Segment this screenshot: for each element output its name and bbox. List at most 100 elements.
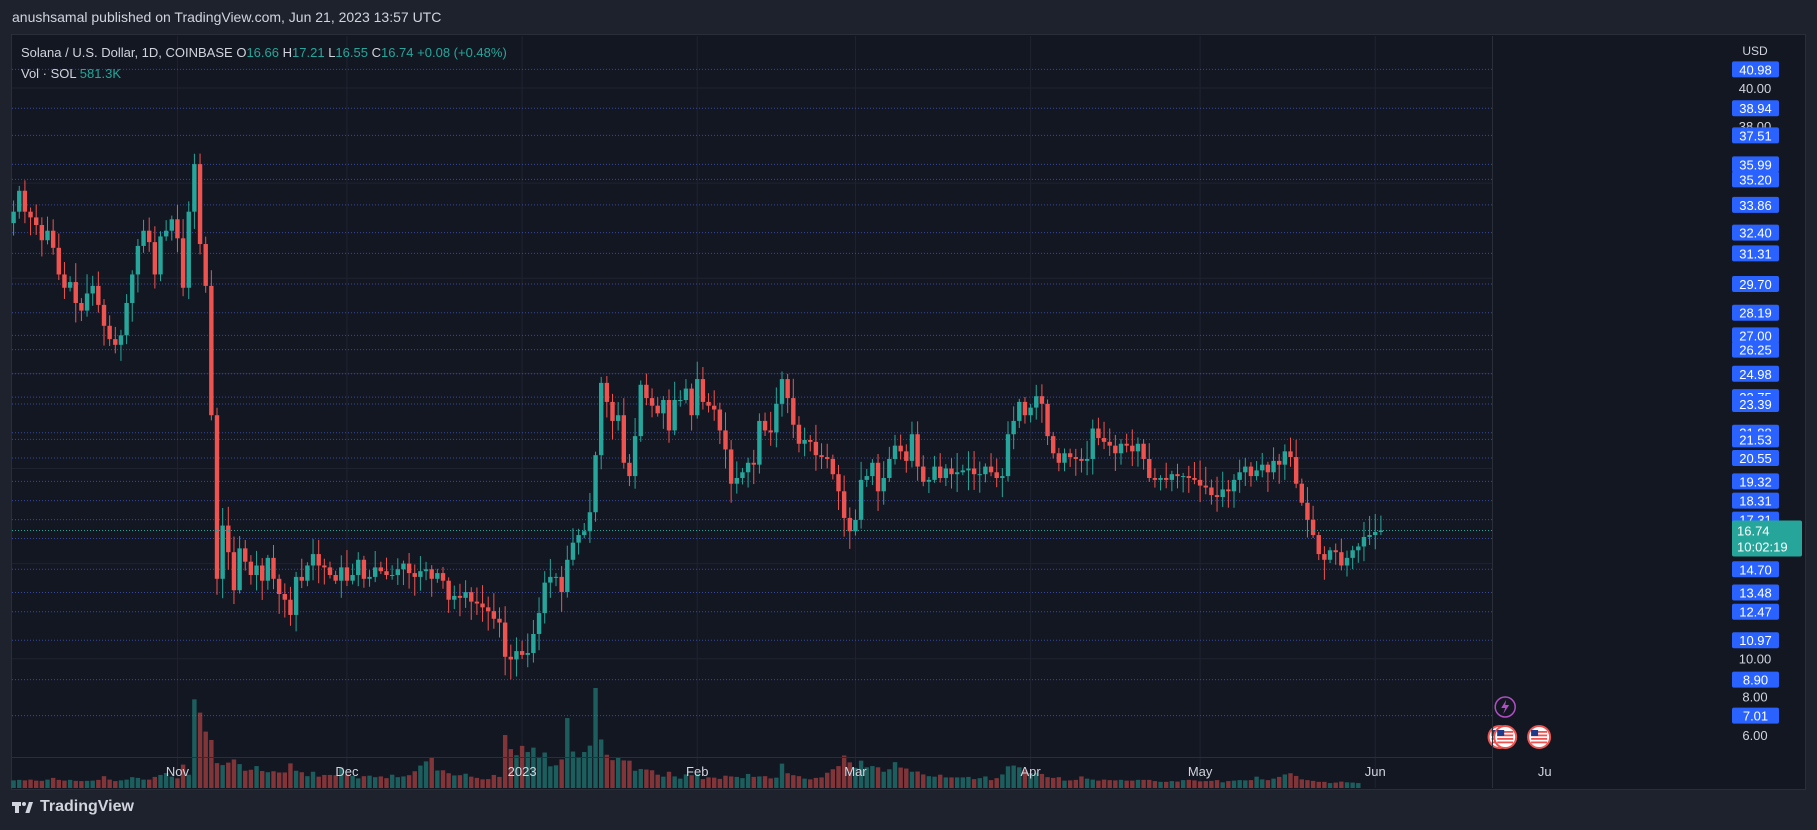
time-axis-label: 2023 (508, 764, 537, 779)
time-axis-label: Feb (686, 764, 708, 779)
volume-bar (1051, 777, 1056, 788)
candle-body (864, 476, 869, 480)
candle-body (254, 565, 259, 575)
volume-bar (559, 759, 564, 788)
candle-body (519, 651, 525, 655)
volume-bar (519, 745, 525, 788)
price-tag (1732, 395, 1779, 412)
candle-body (1288, 451, 1293, 458)
price-tag (1732, 275, 1779, 292)
candle-body (712, 405, 717, 410)
candle-body (796, 424, 802, 444)
volume-bar (101, 776, 107, 788)
price-tag-label: 10.97 (1739, 633, 1772, 648)
volume-bar (1197, 781, 1203, 788)
volume-bar (536, 756, 542, 788)
candle-body (28, 211, 33, 218)
time-axis: Nov Dec 2023 Feb Mar Apr May Jun Ju (12, 757, 1552, 779)
chart-panel[interactable] (11, 34, 1806, 790)
volume-bar (175, 778, 180, 788)
volume-bar (1169, 781, 1175, 788)
volume-bar (220, 765, 225, 788)
volume-bar (237, 764, 242, 788)
volume-bar (1147, 779, 1152, 788)
volume-bar (367, 775, 372, 788)
volume-bar (260, 771, 265, 788)
volume-bar (491, 774, 497, 788)
candle-body (147, 230, 152, 243)
candle-body (1209, 487, 1214, 496)
volume-bar (1124, 780, 1129, 788)
candle-body (209, 285, 214, 416)
volume-bar (152, 776, 158, 788)
candle-body (1299, 483, 1304, 503)
candle-body (497, 618, 502, 623)
volume-bar (870, 766, 875, 788)
volume-bar (429, 757, 434, 788)
candle-body (389, 575, 395, 576)
volume-bar (666, 771, 672, 788)
volume-bar (1288, 773, 1293, 788)
flag-stripe (1497, 734, 1514, 737)
volume-bar (1260, 779, 1265, 788)
price-tag-label: 21.53 (1739, 432, 1772, 447)
volume-bar (700, 779, 706, 788)
candle-body (480, 603, 485, 608)
candle-body (192, 164, 197, 212)
candle-body (1158, 477, 1163, 480)
volume-bar (1039, 773, 1045, 788)
candle-body (621, 415, 626, 463)
volume-bar (734, 776, 739, 788)
volume-bar (785, 773, 790, 788)
candle-body (429, 569, 434, 579)
candle-body (881, 477, 886, 492)
flag-canton (1497, 730, 1505, 736)
price-tag-label: 14.70 (1739, 562, 1772, 577)
volume-bar (322, 774, 327, 788)
price-tag-label: 28.19 (1739, 306, 1772, 321)
candle-body (1271, 460, 1276, 473)
volume-bar (932, 776, 937, 788)
current-price-tag (1732, 520, 1802, 557)
volume-label[interactable]: Vol · SOL (21, 66, 77, 81)
candle-body (1113, 445, 1118, 454)
volume-bar (293, 770, 299, 788)
candle-body (841, 491, 847, 518)
time-axis-label: Dec (335, 764, 359, 779)
close-value: 16.74 (380, 45, 414, 60)
volume-bar (1017, 767, 1022, 788)
volume-bar (1243, 780, 1248, 788)
low-value: 16.55 (335, 45, 368, 60)
low-label: L (328, 45, 336, 60)
candle-body (1243, 466, 1248, 473)
candle-body (570, 542, 576, 560)
volume-bar (683, 774, 689, 788)
candle-body (988, 466, 994, 473)
volume-bar (209, 739, 214, 788)
volume-bar (892, 762, 898, 788)
symbol-title[interactable]: Solana / U.S. Dollar, 1D, COINBASE (21, 45, 233, 60)
volume-bar (632, 770, 638, 788)
volume-bar (1011, 765, 1016, 788)
candle-body (921, 466, 926, 482)
volume-bar (1152, 781, 1158, 788)
tradingview-footer[interactable]: TradingView (12, 798, 134, 816)
volume-bar (158, 774, 163, 788)
volume-bar (728, 776, 734, 788)
candle-body (457, 595, 463, 598)
candle-body (67, 282, 73, 288)
us-flag-icon (1527, 725, 1552, 749)
volume-bar (1034, 772, 1039, 788)
candle-body (1197, 479, 1203, 486)
volume-bar (1186, 779, 1191, 788)
volume-bar (570, 751, 576, 788)
volume-bar (186, 774, 191, 788)
candle-body (1000, 476, 1005, 478)
candle-body (378, 567, 384, 572)
candle-body (373, 567, 378, 577)
candle-body (1293, 457, 1299, 484)
flag-stripe (1531, 741, 1548, 744)
candle-body (655, 405, 660, 414)
candles (11, 153, 1384, 680)
